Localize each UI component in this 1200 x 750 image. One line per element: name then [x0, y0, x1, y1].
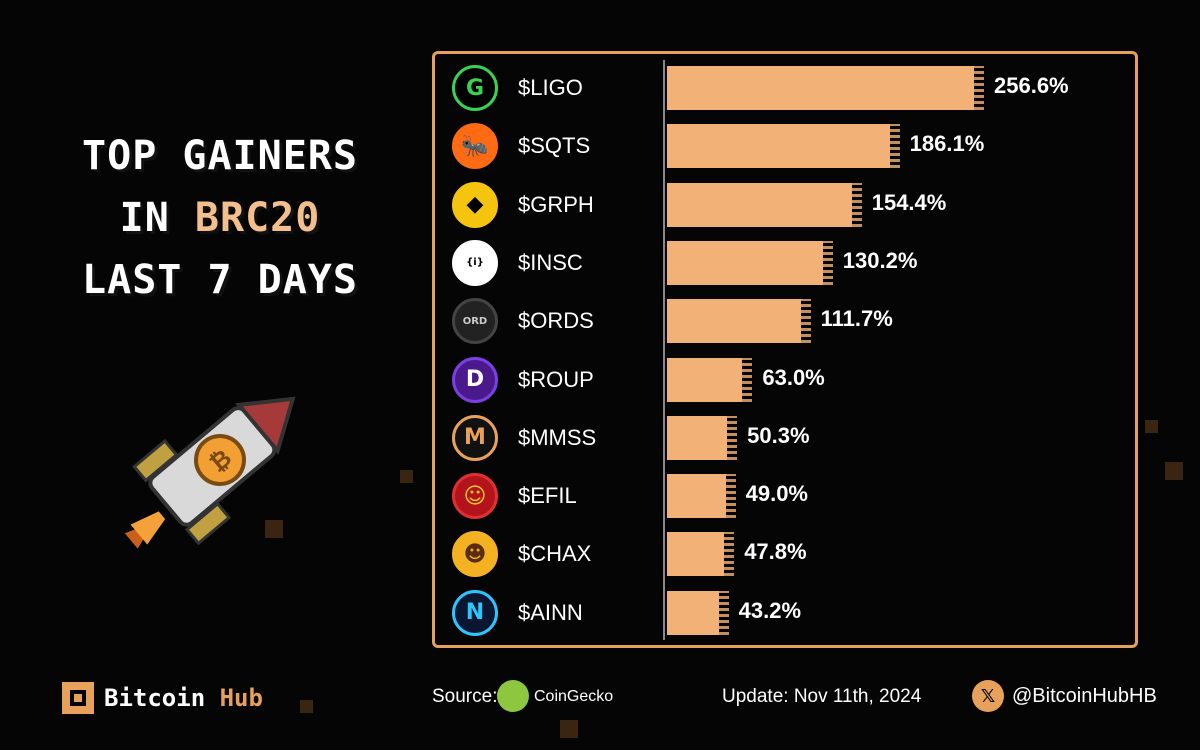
background-pixel [265, 520, 283, 538]
bar-row: G $LIGO 256.6% [0, 63, 1200, 113]
brand-name: Bitcoin Hub [104, 684, 263, 712]
sqts-icon: 🐜 [452, 123, 498, 170]
bar-row: M $MMSS 50.3% [0, 413, 1200, 463]
bar-value-label: 43.2% [738, 597, 802, 623]
background-pixel [300, 700, 313, 713]
title-line-3: LAST 7 DAYS [82, 257, 358, 303]
bar-row: ☺ $EFIL 49.0% [0, 471, 1200, 521]
bar [667, 299, 811, 344]
grph-icon: ◆ [452, 181, 498, 228]
bar-category-label: $ORDS [518, 308, 594, 334]
bar [667, 240, 833, 285]
social-handle[interactable]: @BitcoinHubHB [1012, 685, 1157, 707]
coingecko-icon [497, 680, 529, 712]
bar-value-label: 47.8% [744, 539, 807, 565]
bar-category-label: $INSC [518, 249, 583, 275]
bar [667, 474, 736, 519]
efil-icon: ☺ [452, 473, 498, 520]
bar-value-label: 186.1% [909, 131, 985, 157]
bar-row: 🐜 $SQTS 186.1% [0, 121, 1200, 171]
bar-row: N $AINN 43.2% [0, 588, 1200, 638]
bar-value-label: 130.2% [842, 247, 918, 273]
ords-icon: ORD [452, 298, 498, 345]
bar-category-label: $MMSS [518, 424, 597, 450]
rocket-illustration-icon: ₿ [124, 396, 296, 549]
bar-category-label: $LIGO [518, 75, 583, 100]
bar-row: ◆ $GRPH 154.4% [0, 180, 1200, 230]
bar-row: D $ROUP 63.0% [0, 355, 1200, 405]
bar [667, 532, 735, 577]
brand-name-highlight: Hub [219, 684, 263, 712]
title-line-1: TOP GAINERS [82, 133, 358, 179]
background-pixel [1165, 462, 1183, 480]
chax-icon: ☻ [452, 531, 498, 578]
background-pixel [400, 470, 413, 483]
brand-name-main: Bitcoin [104, 684, 206, 712]
bar-row: ☻ $CHAX 47.8% [0, 529, 1200, 579]
title-line-2-prefix: IN [119, 195, 195, 241]
bar-row: ORD $ORDS 111.7% [0, 296, 1200, 346]
page-title: TOP GAINERS IN BRC20 LAST 7 DAYS [40, 125, 400, 311]
bar-category-label: $ROUP [518, 366, 594, 392]
background-pixel [1145, 420, 1158, 433]
background-pixel [560, 720, 578, 738]
chart-axis-divider [663, 60, 665, 640]
source-label: Source: [432, 686, 498, 707]
bar-value-label: 154.4% [871, 189, 947, 215]
title-line-2: IN BRC20 [40, 187, 400, 249]
bar-category-label: $EFIL [518, 483, 577, 509]
update-date: Update: Nov 11th, 2024 [722, 686, 922, 707]
ligo-icon: G [452, 65, 498, 111]
source-name: CoinGecko [534, 688, 614, 705]
bar-value-label: 63.0% [762, 364, 825, 390]
bar [667, 182, 862, 227]
x-logo-icon[interactable]: 𝕏 [972, 680, 1004, 712]
bar [667, 357, 753, 402]
bar-category-label: $GRPH [518, 191, 594, 217]
bar-value-label: 111.7% [820, 306, 893, 332]
bar-value-label: 49.0% [745, 481, 808, 507]
bar-value-label: 50.3% [747, 422, 810, 448]
bar [667, 590, 729, 635]
ainn-icon: N [452, 589, 498, 636]
bar-category-label: $SQTS [518, 133, 591, 159]
bar [667, 124, 900, 169]
bar [667, 415, 738, 460]
bar-category-label: $AINN [518, 599, 583, 625]
mmss-icon: M [452, 414, 498, 461]
bitcoin-hub-logo-icon [62, 682, 94, 714]
title-highlight: BRC20 [194, 195, 321, 241]
footer: Bitcoin Hub Source: CoinGecko Update: No… [0, 680, 1200, 720]
roup-icon: D [452, 356, 498, 403]
bar-row: {i} $INSC 130.2% [0, 238, 1200, 288]
insc-icon: {i} [452, 239, 498, 286]
bar-category-label: $CHAX [518, 541, 592, 567]
bar-value-label: 256.6% [994, 73, 1069, 98]
bar [667, 66, 984, 110]
